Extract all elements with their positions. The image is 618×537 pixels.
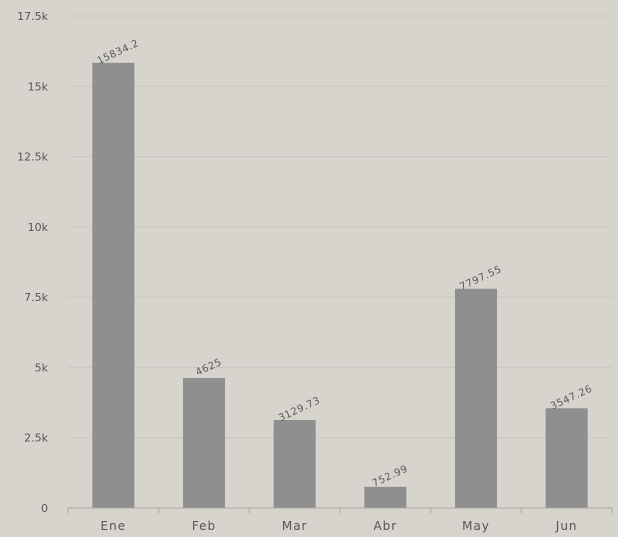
y-tick-label: 12.5k: [17, 151, 48, 164]
bar-jun: [545, 408, 588, 508]
bar-may: [455, 288, 497, 508]
y-tick-label: 15k: [28, 80, 49, 93]
y-tick-label: 17.5k: [17, 10, 48, 23]
data-labels: 15834.2 4625 3129.73 752.99 7797.55 3547.26: [96, 38, 595, 489]
grid-lines: [68, 15, 612, 439]
data-label: 15834.2: [96, 38, 141, 67]
data-label: 7797.55: [458, 264, 503, 293]
y-tick-label: 0: [41, 502, 48, 515]
x-tick-label: Abr: [373, 519, 397, 533]
y-axis-ticks: 0 2.5k 5k 7.5k 10k 12.5k 15k 17.5k: [17, 10, 48, 515]
data-label: 3129.73: [277, 395, 322, 424]
bar-ene: [92, 62, 135, 509]
x-axis: Ene Feb Mar Abr May Jun: [67, 507, 613, 533]
y-tick-label: 5k: [35, 361, 49, 374]
x-tick-label: Feb: [192, 519, 216, 533]
data-label: 4625: [194, 357, 224, 379]
data-label: 3547.26: [549, 384, 594, 413]
x-tick-label: Mar: [282, 519, 308, 533]
data-label: 752.99: [371, 464, 410, 490]
x-tick-label: May: [462, 519, 490, 533]
bar-mar: [273, 420, 316, 508]
y-tick-label: 2.5k: [24, 432, 48, 445]
y-tick-label: 10k: [28, 221, 49, 234]
y-tick-label: 7.5k: [24, 291, 48, 304]
x-tick-label: Ene: [101, 519, 127, 533]
bars: [92, 62, 588, 509]
bar-feb: [183, 377, 225, 508]
x-tick-label: Jun: [555, 519, 578, 533]
bar-abr: [364, 486, 407, 508]
